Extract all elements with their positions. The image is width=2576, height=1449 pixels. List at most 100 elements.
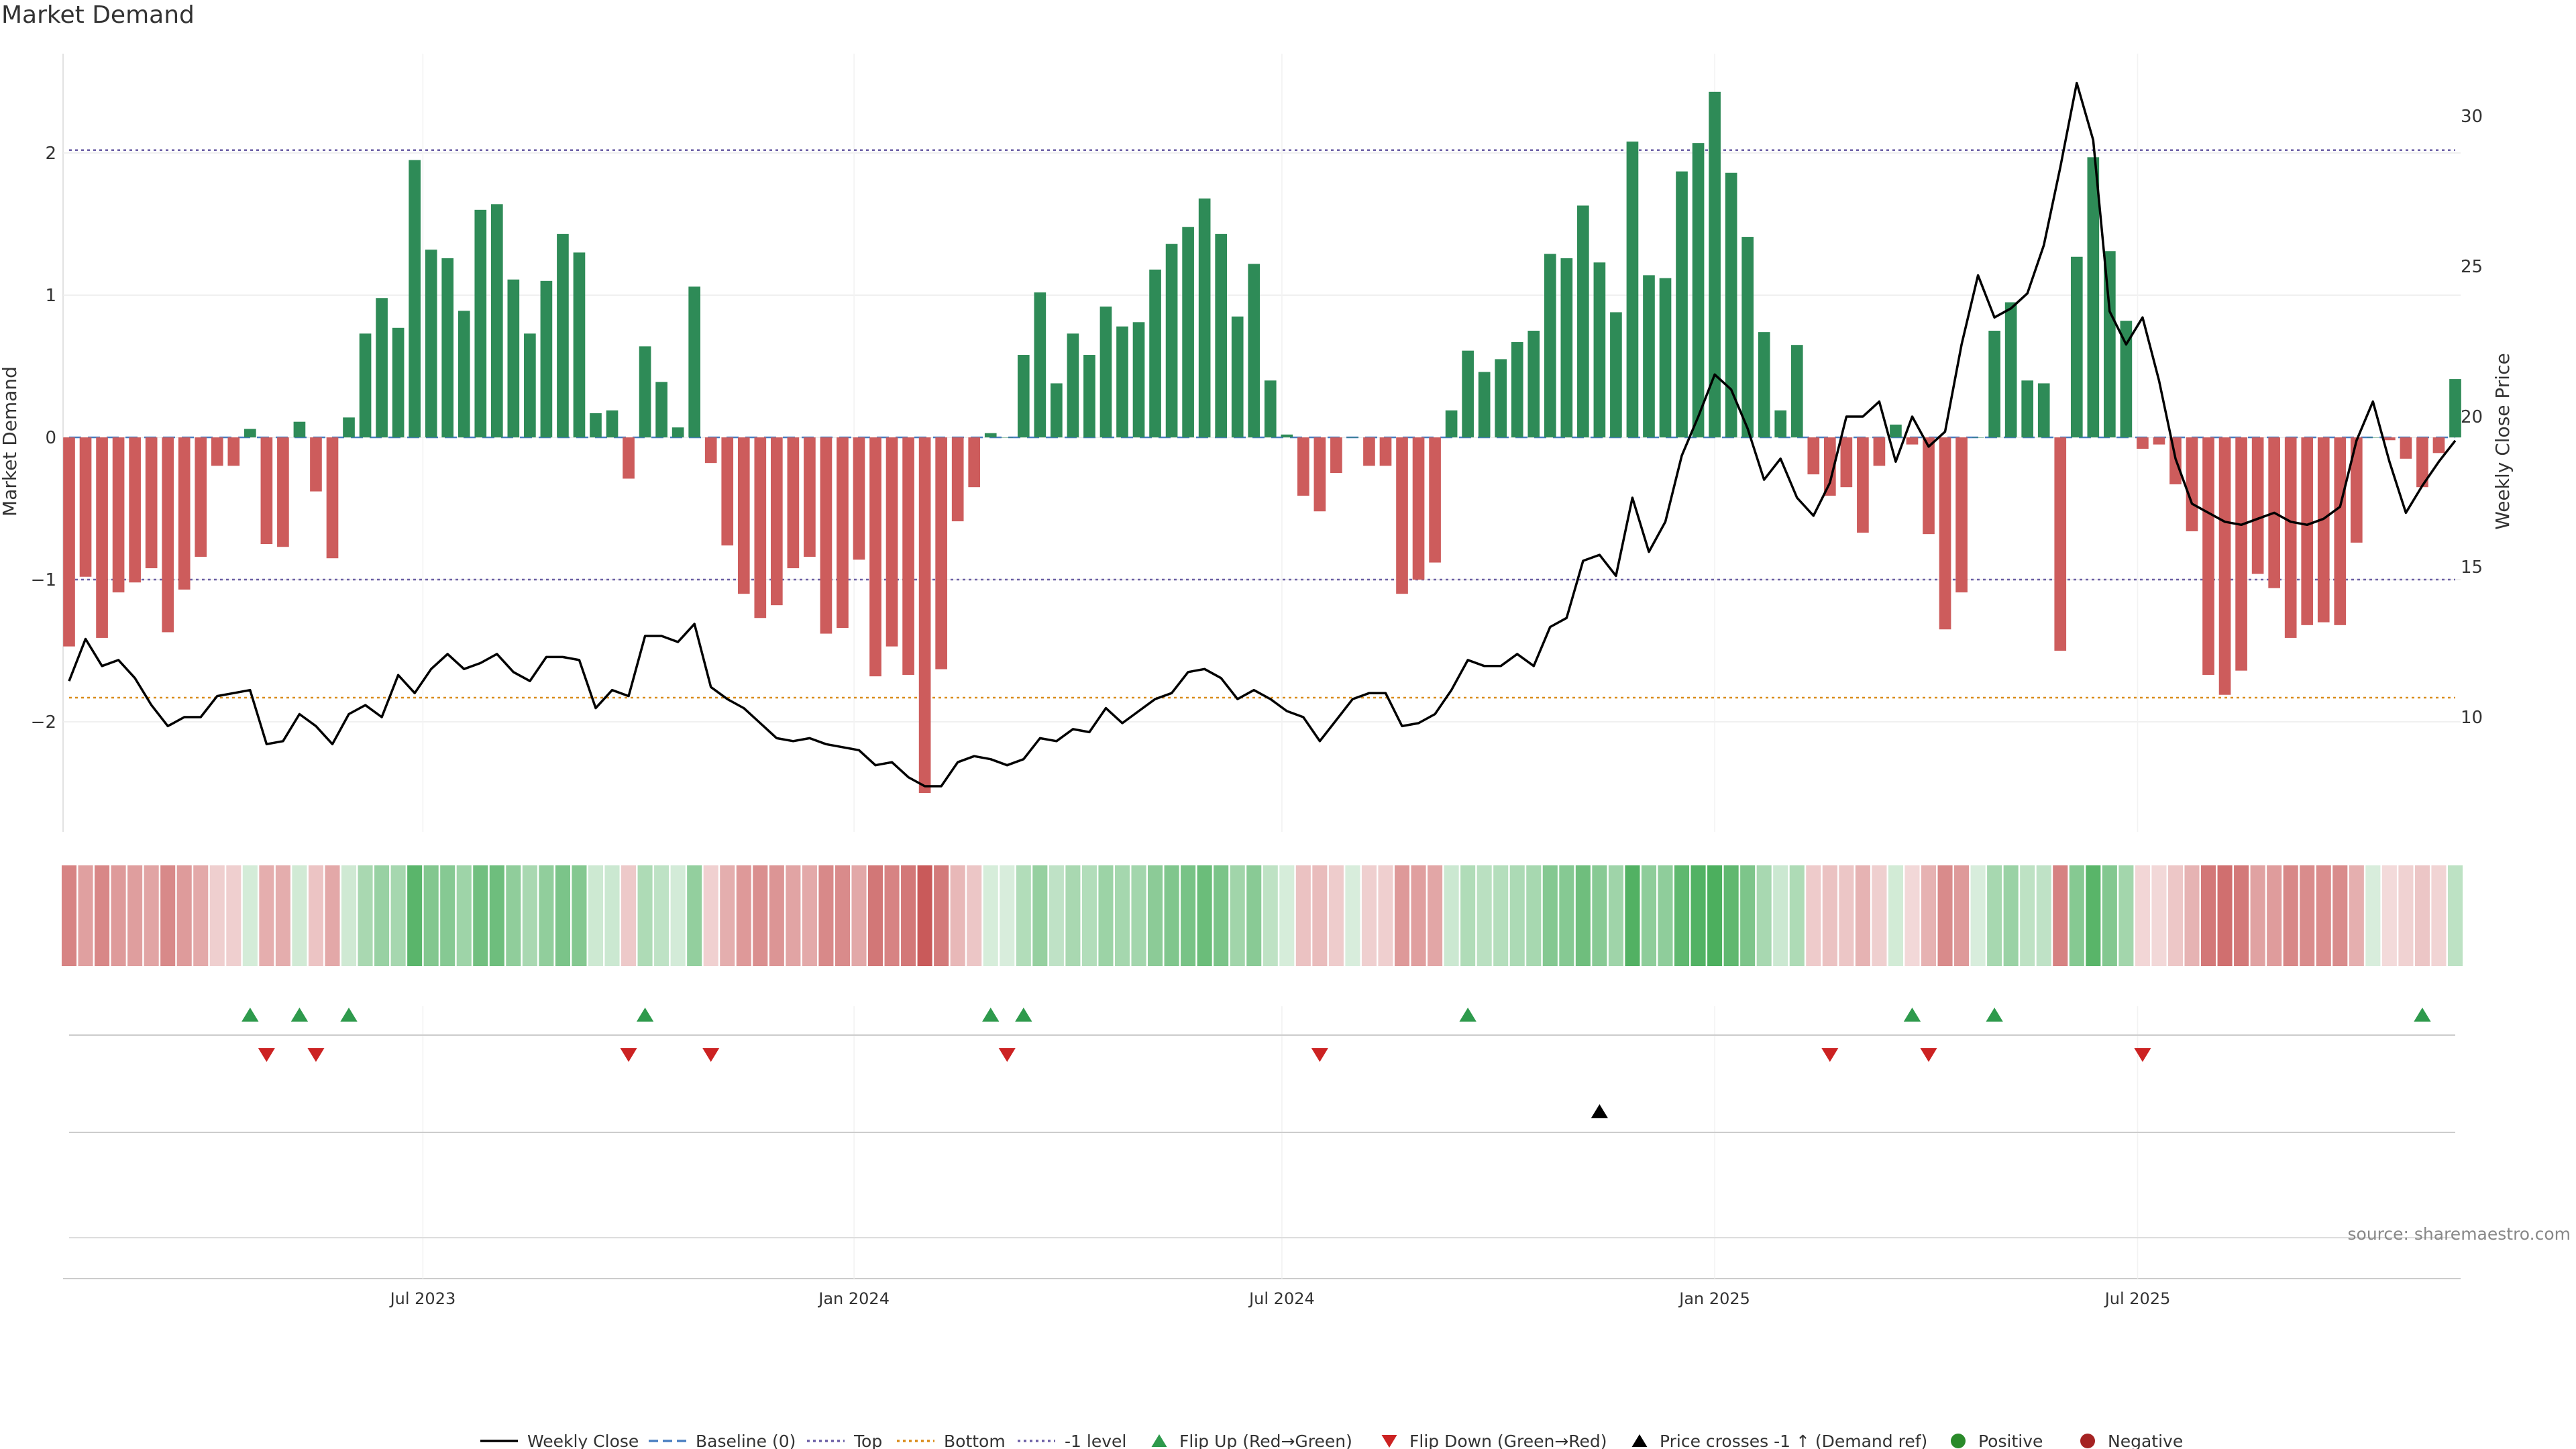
demand-bar [869,437,881,677]
demand-bar [721,437,734,546]
demand-bar [1429,437,1441,563]
heat-cell [2381,865,2397,966]
heat-cell [2431,865,2447,966]
heat-cell [1361,865,1377,966]
demand-bar [1198,198,1211,437]
heat-cell [1328,865,1344,966]
demand-bar [359,333,372,437]
heat-cell [61,865,77,966]
heat-cell [1263,865,1278,966]
demand-bar [590,413,602,437]
demand-bar [853,437,865,560]
demand-bar [2186,437,2198,531]
heat-cell [2365,865,2381,966]
heat-cell [2020,865,2035,966]
demand-bar [1577,205,1589,437]
flip-down-marker [258,1048,276,1062]
heat-cell [242,865,258,966]
heat-cell [1690,865,1706,966]
demand-bar [1790,345,1803,437]
demand-bar [1412,437,1425,580]
demand-bar [737,437,750,594]
demand-bar [1873,437,1886,466]
heat-cell [1312,865,1328,966]
demand-bar [1939,437,1951,630]
heat-cell [867,865,883,966]
heat-cell [1575,865,1591,966]
demand-bar [1495,359,1507,437]
heat-cell [1970,865,1986,966]
demand-bar [1478,372,1491,437]
demand-bar [655,382,667,437]
heat-cell [917,865,932,966]
demand-bar [277,437,289,547]
demand-bar [606,410,619,437]
demand-bar [1231,316,1244,437]
demand-bar [1051,383,1063,437]
demand-bar [1511,341,1523,437]
heat-cell [440,865,455,966]
heat-cell [2332,865,2348,966]
demand-bar [1527,331,1540,437]
demand-bar [293,421,306,437]
flip-up-marker [290,1008,309,1022]
heat-cell [1723,865,1739,966]
demand-bar [2120,321,2133,437]
heat-cell [456,865,472,966]
demand-bar [1955,437,1968,593]
y-tick-left: 2 [45,144,56,164]
heat-cell [637,865,653,966]
heat-cell [1806,865,1821,966]
flip-up-marker [241,1008,259,1022]
demand-bar [1001,437,1014,438]
demand-bar [1906,437,1919,445]
heat-cell [1559,865,1574,966]
demand-bar [392,327,405,437]
heat-cell [604,865,620,966]
demand-bar [2251,437,2264,574]
heat-cell [539,865,554,966]
demand-bar [1165,244,1178,437]
axes: Market Demand Weekly Close Price 210−1−2… [0,107,2514,1308]
y-tick-left: 1 [45,286,56,306]
legend-swatch [1951,1434,1966,1448]
demand-bar [1083,355,1095,437]
legend-swatch [1151,1434,1167,1447]
demand-bar [162,437,174,633]
heat-cell [1937,865,1953,966]
heat-cell [1197,865,1212,966]
demand-bar [1593,262,1606,437]
legend-label: Baseline (0) [696,1432,796,1449]
demand-bar [1132,322,1145,437]
demand-bar [1758,332,1770,437]
demand-bar [211,437,223,466]
demand-bar [2334,437,2347,625]
x-tick-label: Jan 2024 [817,1289,890,1308]
heat-cell [2447,865,2463,966]
demand-bar [2432,437,2445,453]
y-tick-right: 15 [2461,557,2483,578]
demand-bar [2054,437,2067,651]
demand-bar [672,427,684,437]
heat-cell [1756,865,1772,966]
demand-bar [326,437,339,559]
heat-cell [736,865,751,966]
demand-bar [2284,437,2297,638]
flip-down-marker [2134,1048,2151,1062]
x-tick-label: Jul 2023 [389,1289,456,1308]
demand-bar [1346,437,1359,438]
y-tick-right: 30 [2461,107,2483,127]
flip-down-marker [702,1048,720,1062]
heat-cell [1839,865,1854,966]
demand-bar [885,437,898,647]
demand-bar [1692,143,1705,437]
demand-bar [820,437,833,634]
gridlines [62,54,2461,1279]
demand-bar [1807,437,1820,475]
heat-cell [835,865,850,966]
demand-bar [968,437,981,488]
heat-cell [95,865,110,966]
demand-bar [1149,269,1161,437]
legend-label: -1 level [1065,1432,1126,1449]
demand-bar [902,437,914,676]
